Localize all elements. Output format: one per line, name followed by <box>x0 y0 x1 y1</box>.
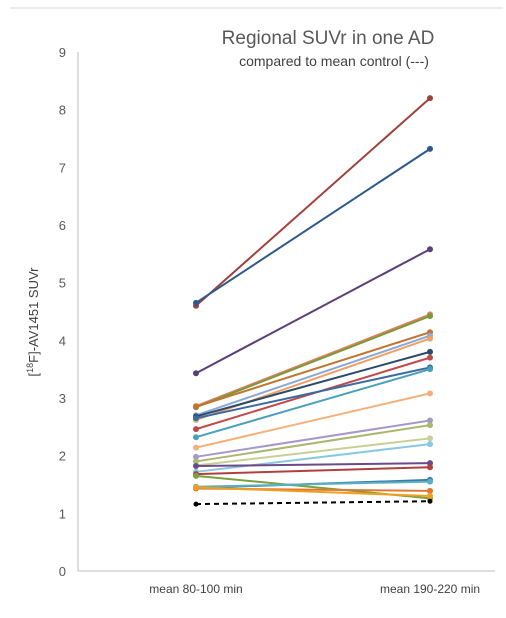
series-line <box>195 315 431 409</box>
chart-subtitle: compared to mean control (---) <box>239 53 429 69</box>
y-tick-label: 7 <box>59 160 66 175</box>
series-line <box>195 500 431 506</box>
y-tick-label: 8 <box>59 103 66 118</box>
series-6 <box>193 329 433 410</box>
data-point <box>427 441 433 448</box>
data-point <box>427 493 433 500</box>
series-line <box>195 424 431 463</box>
series-line <box>195 443 431 473</box>
series-line <box>195 97 431 307</box>
data-point <box>427 478 433 485</box>
series-line <box>195 368 431 439</box>
chart-title: Regional SUVr in one AD <box>222 28 435 49</box>
series-line <box>195 248 431 375</box>
data-point <box>427 366 433 373</box>
y-tick-label: 4 <box>59 333 66 348</box>
data-point <box>193 501 199 507</box>
series-line <box>195 350 431 418</box>
series-2 <box>193 145 433 306</box>
data-point <box>427 246 433 253</box>
data-point <box>193 370 199 377</box>
data-point <box>427 487 433 494</box>
data-point <box>193 299 199 306</box>
series-line <box>195 480 431 488</box>
series-1 <box>193 95 433 309</box>
series-14 <box>193 417 433 460</box>
data-point <box>193 444 199 451</box>
series-24 <box>193 484 433 500</box>
y-tick-label: 9 <box>59 45 66 60</box>
data-point <box>427 145 433 152</box>
y-tick-label: 0 <box>59 564 66 579</box>
data-point <box>193 463 199 470</box>
series-25 <box>193 498 433 507</box>
data-point <box>193 426 199 433</box>
series-line <box>195 392 431 449</box>
data-point <box>427 498 433 504</box>
series-3 <box>193 246 433 377</box>
series-line <box>195 334 431 417</box>
data-point <box>193 434 199 441</box>
series-line <box>195 437 431 467</box>
data-point <box>427 464 433 471</box>
data-point <box>427 335 433 342</box>
data-point <box>427 348 433 355</box>
x-category-label: mean 80-100 min <box>149 582 242 596</box>
series-line <box>195 462 431 468</box>
series-lines <box>193 95 433 507</box>
x-category-labels: mean 80-100 min mean 190-220 min <box>149 582 480 596</box>
data-point <box>427 95 433 102</box>
data-point <box>193 403 199 410</box>
series-line <box>195 313 431 408</box>
series-line <box>195 486 431 498</box>
data-point <box>193 415 199 422</box>
data-point <box>193 472 199 479</box>
series-13 <box>193 390 433 451</box>
data-point <box>427 435 433 442</box>
series-line <box>195 466 431 476</box>
x-category-label: mean 190-220 min <box>380 582 480 596</box>
data-point <box>427 422 433 429</box>
data-point <box>193 453 199 460</box>
y-tick-label: 5 <box>59 276 66 291</box>
data-point <box>427 313 433 320</box>
series-12 <box>193 366 433 441</box>
data-point <box>427 417 433 424</box>
y-tick-label: 1 <box>59 506 66 521</box>
series-line <box>195 366 431 420</box>
series-line <box>195 148 431 304</box>
series-line <box>195 331 431 408</box>
data-point <box>193 484 199 491</box>
data-point <box>427 354 433 361</box>
series-line <box>195 419 431 458</box>
y-tick-label: 3 <box>59 391 66 406</box>
y-tick-label: 6 <box>59 218 66 233</box>
y-axis-label-superscript: 18 <box>25 363 35 373</box>
y-axis-label: [18F]-AV1451 SUVr <box>25 267 41 377</box>
data-point <box>427 390 433 397</box>
y-tick-labels: 0 1 2 3 4 5 6 7 8 9 <box>59 45 66 579</box>
y-tick-label: 2 <box>59 449 66 464</box>
